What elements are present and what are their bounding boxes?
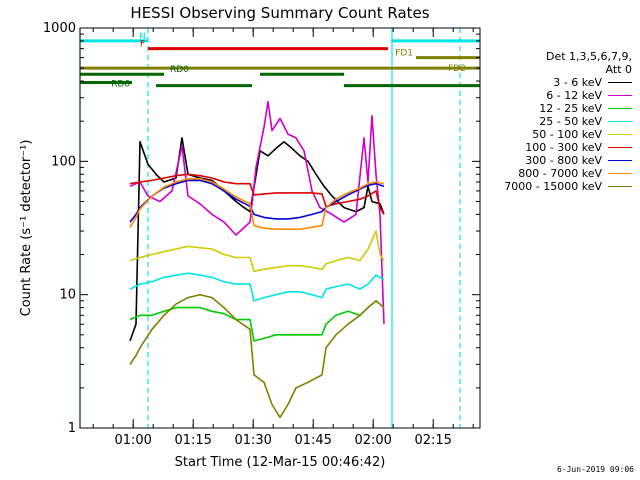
y-tick-label: 100 bbox=[51, 154, 76, 169]
series-line bbox=[129, 272, 385, 302]
flag-label: RD0 bbox=[170, 65, 189, 75]
series-line bbox=[129, 173, 385, 215]
legend-item: 12 - 25 keV bbox=[472, 102, 632, 115]
legend-item: 300 - 800 keV bbox=[472, 154, 632, 167]
series-line bbox=[129, 300, 385, 342]
legend-swatch bbox=[608, 147, 632, 148]
series-line bbox=[129, 230, 385, 272]
legend-label: 6 - 12 keV bbox=[546, 89, 602, 102]
legend-item: 25 - 50 keV bbox=[472, 115, 632, 128]
legend-swatch bbox=[608, 121, 632, 122]
x-tick-label: 01:00 bbox=[114, 433, 151, 448]
x-tick-label: 01:30 bbox=[234, 433, 271, 448]
legend-swatch bbox=[608, 82, 632, 83]
legend-item: 100 - 300 keV bbox=[472, 141, 632, 154]
y-axis-label: Count Rate (s⁻¹ detector⁻¹) bbox=[19, 140, 34, 317]
y-tick-label: 1 bbox=[68, 421, 76, 436]
series-line bbox=[129, 137, 385, 342]
legend-item: 7000 - 15000 keV bbox=[472, 180, 632, 193]
legend-header-line: Att 0 bbox=[605, 63, 632, 76]
legend-label: 50 - 100 keV bbox=[532, 128, 602, 141]
x-axis-label: Start Time (12-Mar-15 00:46:42) bbox=[175, 455, 386, 470]
series-line bbox=[129, 178, 385, 230]
series-line bbox=[129, 293, 385, 419]
flag-label: N bbox=[139, 32, 146, 42]
x-tick-label: 02:00 bbox=[354, 433, 391, 448]
legend-swatch bbox=[608, 134, 632, 135]
legend-label: 800 - 7000 keV bbox=[518, 167, 602, 180]
legend-item: 50 - 100 keV bbox=[472, 128, 632, 141]
legend-header-line: Det 1,3,5,6,7,9, bbox=[545, 50, 632, 63]
series-line bbox=[129, 100, 385, 325]
x-tick-label: 01:45 bbox=[294, 433, 331, 448]
flag-label: RD6 bbox=[111, 80, 130, 90]
legend-item: 6 - 12 keV bbox=[472, 89, 632, 102]
legend-swatch bbox=[608, 95, 632, 96]
legend-item: 3 - 6 keV bbox=[472, 76, 632, 89]
legend-label: 3 - 6 keV bbox=[553, 76, 602, 89]
series-line bbox=[129, 179, 385, 223]
legend-label: 7000 - 15000 keV bbox=[504, 180, 602, 193]
legend-item: 800 - 7000 keV bbox=[472, 167, 632, 180]
legend-label: 12 - 25 keV bbox=[539, 102, 602, 115]
chart-title: HESSI Observing Summary Count Rates bbox=[130, 4, 429, 22]
legend: Det 1,3,5,6,7,9, Att 0 3 - 6 keV 6 - 12 k… bbox=[472, 50, 632, 193]
legend-label: 25 - 50 keV bbox=[539, 115, 602, 128]
flag-label: FD2 bbox=[448, 64, 466, 74]
legend-swatch bbox=[608, 173, 632, 174]
date-stamp: 6-Jun-2019 09:06 bbox=[556, 465, 634, 474]
legend-swatch bbox=[608, 160, 632, 161]
legend-label: 300 - 800 keV bbox=[525, 154, 602, 167]
legend-label: 100 - 300 keV bbox=[525, 141, 602, 154]
y-tick-label: 10 bbox=[59, 288, 76, 303]
legend-swatch bbox=[608, 186, 632, 187]
x-tick-label: 01:15 bbox=[174, 433, 211, 448]
x-tick-label: 02:15 bbox=[414, 433, 451, 448]
legend-rows: 3 - 6 keV 6 - 12 keV 12 - 25 keV 25 - 50 ke… bbox=[472, 76, 632, 193]
y-tick-label: 1000 bbox=[43, 21, 76, 36]
flag-label: F bbox=[140, 40, 145, 50]
plot-frame bbox=[79, 27, 481, 429]
flag-label: FD1 bbox=[395, 49, 413, 59]
legend-swatch bbox=[608, 108, 632, 109]
